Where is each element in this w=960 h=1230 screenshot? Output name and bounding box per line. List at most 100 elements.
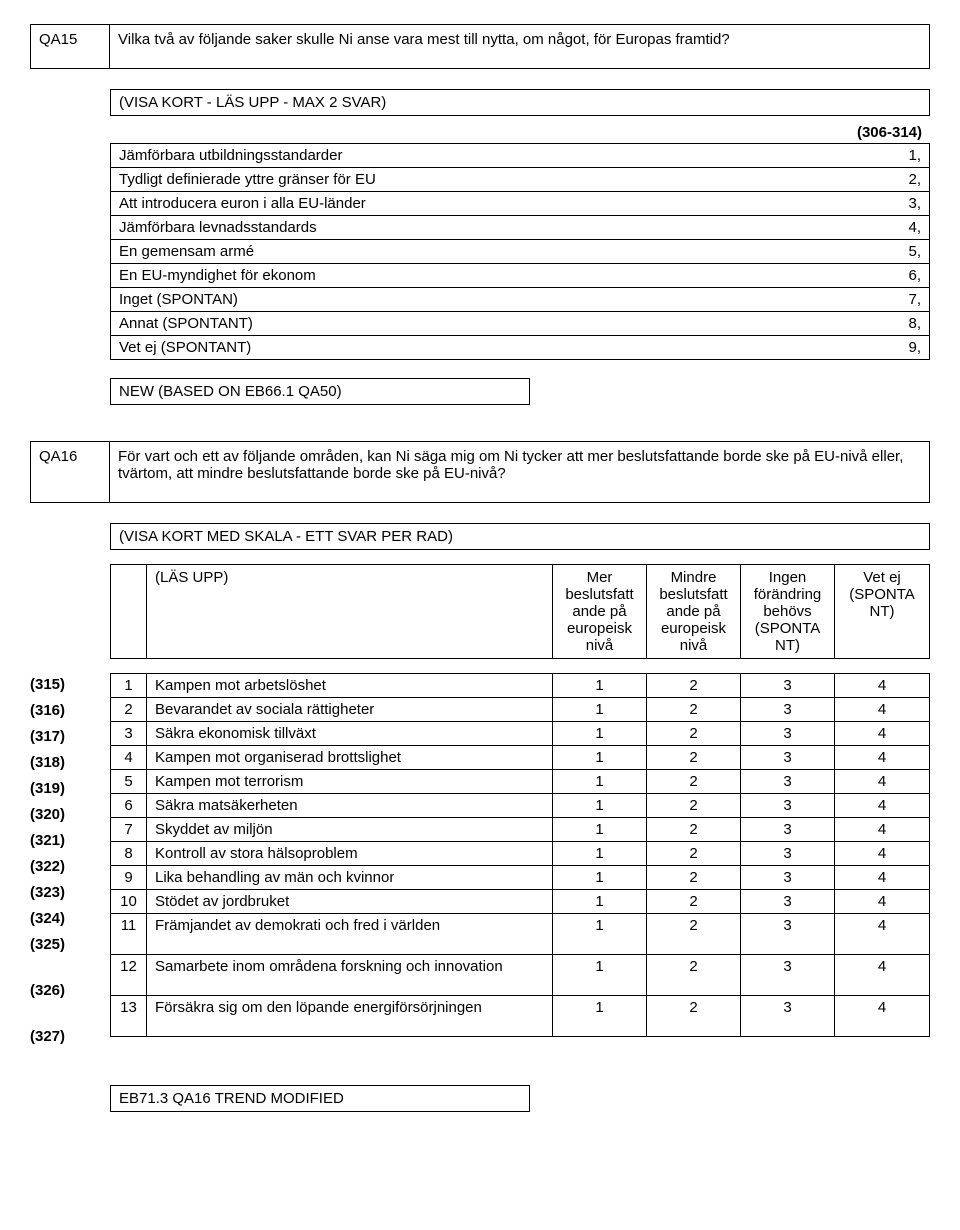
qa16-row-value: 2	[647, 770, 741, 793]
qa16-row-id: (325)	[30, 933, 110, 979]
qa16-row-value: 2	[647, 818, 741, 841]
qa15-option-value: 3,	[809, 192, 929, 215]
qa16-row-label: Säkra matsäkerheten	[147, 794, 553, 817]
qa16-row-num: 4	[111, 746, 147, 769]
qa16-row-id: (315)	[30, 673, 110, 699]
qa16-code: QA16	[30, 441, 110, 503]
qa16-row-value: 1	[553, 794, 647, 817]
qa16-row-value: 4	[835, 698, 929, 721]
qa16-row-value: 2	[647, 674, 741, 697]
qa16-row-value: 3	[741, 842, 835, 865]
qa15-option-label: Jämförbara levnadsstandards	[111, 216, 809, 239]
qa16-row-value: 4	[835, 818, 929, 841]
qa16-row-num: 10	[111, 890, 147, 913]
qa16-row-value: 4	[835, 674, 929, 697]
qa15-option-label: Annat (SPONTANT)	[111, 312, 809, 335]
qa16-row-value: 3	[741, 866, 835, 889]
qa16-row-value: 4	[835, 842, 929, 865]
qa16-matrix: (315)(316)(317)(318)(319)(320)(321)(322)…	[30, 673, 930, 1071]
qa16-question-row: QA16 För vart och ett av följande område…	[30, 441, 930, 503]
qa15-option-value: 5,	[809, 240, 929, 263]
qa15-option-label: Jämförbara utbildningsstandarder	[111, 144, 809, 167]
qa16-header-row: (LÄS UPP) Mer beslutsfatt ande på europe…	[110, 564, 930, 659]
qa16-text: För vart och ett av följande områden, ka…	[110, 441, 930, 503]
qa15-option-row: Inget (SPONTAN)7,	[111, 287, 929, 311]
qa16-matrix-row: 4Kampen mot organiserad brottslighet1234	[111, 745, 929, 769]
qa15-option-label: Att introducera euron i alla EU-länder	[111, 192, 809, 215]
qa16-row-id: (318)	[30, 751, 110, 777]
qa16-row-label: Främjandet av demokrati och fred i värld…	[147, 914, 553, 954]
qa16-row-num: 12	[111, 955, 147, 995]
qa15-option-label: Inget (SPONTAN)	[111, 288, 809, 311]
qa15-option-value: 9,	[809, 336, 929, 359]
qa16-row-num: 5	[111, 770, 147, 793]
qa15-option-value: 4,	[809, 216, 929, 239]
qa15-option-row: Vet ej (SPONTANT)9,	[111, 335, 929, 359]
qa16-row-value: 2	[647, 866, 741, 889]
qa16-row-value: 4	[835, 722, 929, 745]
qa16-row-label: Skyddet av miljön	[147, 818, 553, 841]
qa16-row-num: 6	[111, 794, 147, 817]
qa16-matrix-row: 7Skyddet av miljön1234	[111, 817, 929, 841]
qa16-row-id: (321)	[30, 829, 110, 855]
qa15-option-row: Tydligt definierade yttre gränser för EU…	[111, 167, 929, 191]
qa16-row-value: 1	[553, 698, 647, 721]
qa15-note: NEW (BASED ON EB66.1 QA50)	[110, 378, 530, 405]
qa16-row-id: (323)	[30, 881, 110, 907]
qa16-row-value: 2	[647, 794, 741, 817]
qa15-option-label: En gemensam armé	[111, 240, 809, 263]
qa16-row-value: 1	[553, 674, 647, 697]
qa16-matrix-row: 2Bevarandet av sociala rättigheter1234	[111, 697, 929, 721]
qa16-row-value: 4	[835, 866, 929, 889]
qa16-rows: 1Kampen mot arbetslöshet12342Bevarandet …	[110, 673, 930, 1037]
qa16-row-num: 13	[111, 996, 147, 1036]
qa16-row-num: 2	[111, 698, 147, 721]
qa16-row-value: 2	[647, 698, 741, 721]
qa16-row-id: (319)	[30, 777, 110, 803]
qa16-header-numcol	[111, 565, 147, 658]
qa15-instruction: (VISA KORT - LÄS UPP - MAX 2 SVAR)	[110, 89, 930, 116]
qa16-row-id: (317)	[30, 725, 110, 751]
qa16-row-label: Säkra ekonomisk tillväxt	[147, 722, 553, 745]
qa15-option-label: En EU-myndighet för ekonom	[111, 264, 809, 287]
qa16-matrix-row: 9Lika behandling av män och kvinnor1234	[111, 865, 929, 889]
qa16-row-num: 3	[111, 722, 147, 745]
qa16-matrix-row: 6Säkra matsäkerheten1234	[111, 793, 929, 817]
qa15-options: Jämförbara utbildningsstandarder1,Tydlig…	[110, 143, 930, 360]
qa16-row-value: 3	[741, 746, 835, 769]
qa16-row-value: 2	[647, 955, 741, 995]
qa15-option-value: 1,	[809, 144, 929, 167]
qa15-option-row: En gemensam armé5,	[111, 239, 929, 263]
qa15-option-value: 2,	[809, 168, 929, 191]
qa15-option-value: 8,	[809, 312, 929, 335]
qa16-row-value: 3	[741, 770, 835, 793]
qa16-header-col4: Vet ej (SPONTA NT)	[835, 565, 929, 658]
qa15-option-row: Annat (SPONTANT)8,	[111, 311, 929, 335]
qa16-row-value: 4	[835, 914, 929, 954]
qa16-row-label: Kontroll av stora hälsoproblem	[147, 842, 553, 865]
qa16-row-value: 4	[835, 996, 929, 1036]
qa16-row-num: 8	[111, 842, 147, 865]
qa16-matrix-row: 13Försäkra sig om den löpande energiförs…	[111, 995, 929, 1036]
qa16-matrix-row: 12Samarbete inom områdena forskning och …	[111, 954, 929, 995]
qa16-row-value: 1	[553, 722, 647, 745]
qa15-question-row: QA15 Vilka två av följande saker skulle …	[30, 24, 930, 69]
qa16-matrix-row: 3Säkra ekonomisk tillväxt1234	[111, 721, 929, 745]
qa15-option-row: En EU-myndighet för ekonom6,	[111, 263, 929, 287]
qa16-header-col2: Mindre beslutsfatt ande på europeisk niv…	[647, 565, 741, 658]
qa15-option-label: Vet ej (SPONTANT)	[111, 336, 809, 359]
qa16-header-col1: Mer beslutsfatt ande på europeisk nivå	[553, 565, 647, 658]
qa16-row-num: 11	[111, 914, 147, 954]
qa15-option-row: Att introducera euron i alla EU-länder3,	[111, 191, 929, 215]
qa16-row-value: 4	[835, 746, 929, 769]
qa16-row-num: 9	[111, 866, 147, 889]
qa16-row-id: (320)	[30, 803, 110, 829]
qa16-row-value: 3	[741, 996, 835, 1036]
qa15-code: QA15	[30, 24, 110, 69]
qa15-option-value: 6,	[809, 264, 929, 287]
qa16-row-value: 1	[553, 866, 647, 889]
qa16-row-label: Bevarandet av sociala rättigheter	[147, 698, 553, 721]
qa16-row-id: (327)	[30, 1025, 110, 1071]
qa16-row-label: Kampen mot arbetslöshet	[147, 674, 553, 697]
qa16-row-id: (322)	[30, 855, 110, 881]
